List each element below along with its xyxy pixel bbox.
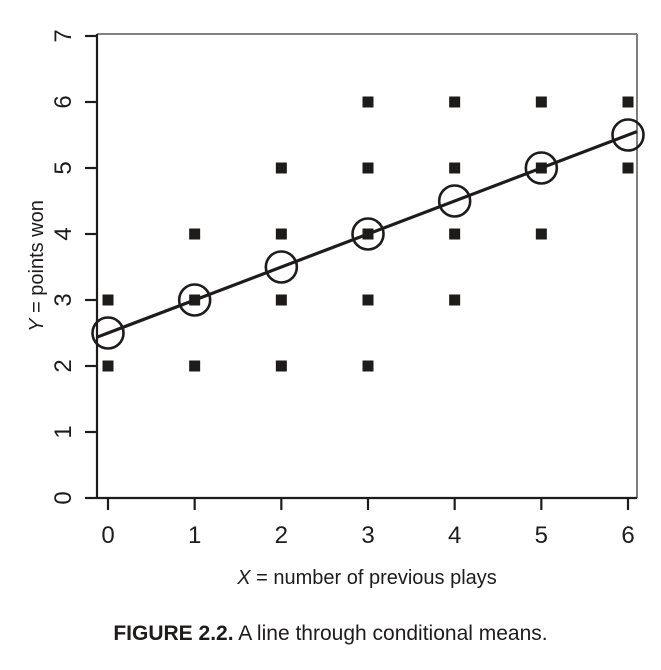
data-point-square — [622, 162, 634, 174]
data-point-square — [275, 294, 287, 306]
data-point-square — [535, 96, 547, 108]
y-tick-label: 6 — [50, 95, 77, 108]
y-tick-label: 3 — [50, 293, 77, 306]
y-tick-label: 0 — [50, 491, 77, 504]
figure-caption-label: FIGURE 2.2. — [113, 622, 234, 645]
x-tick-label: 2 — [275, 522, 288, 549]
data-point-square — [535, 228, 547, 240]
data-point-square — [275, 360, 287, 372]
data-point-square — [275, 228, 287, 240]
data-point-square — [362, 294, 374, 306]
x-tick-label: 0 — [101, 522, 114, 549]
data-point-square — [362, 162, 374, 174]
figure-caption-text: A line through conditional means. — [238, 622, 548, 645]
conditional-mean-circle — [351, 217, 385, 251]
data-point-square — [362, 360, 374, 372]
data-point-square — [275, 162, 287, 174]
x-tick-label: 5 — [535, 522, 548, 549]
data-point-square — [622, 96, 634, 108]
y-axis-label: Y = points won — [26, 200, 48, 332]
data-point-square — [449, 294, 461, 306]
y-tick-label: 2 — [50, 359, 77, 372]
data-point-square — [449, 162, 461, 174]
figure-caption: FIGURE 2.2. A line through conditional m… — [0, 622, 661, 646]
conditional-mean-circle — [611, 118, 645, 152]
data-point-square — [362, 96, 374, 108]
conditional-mean-circle — [524, 151, 559, 185]
y-tick-label: 7 — [50, 29, 77, 42]
conditional-mean-circle — [177, 283, 212, 317]
y-tick-label: 1 — [50, 425, 77, 438]
data-point-square — [449, 228, 461, 240]
conditional-mean-circle — [91, 316, 125, 350]
scatter-plot: 0 1 2 3 4 5 6 0 1 2 3 4 5 6 7 X = number of previous pl… — [26, 29, 645, 589]
regression-line — [96, 130, 638, 339]
x-tick-label: 3 — [361, 522, 374, 549]
y-tick-label: 5 — [50, 161, 77, 174]
data-point-square — [102, 360, 114, 372]
x-axis-label: X = number of previous plays — [236, 567, 497, 589]
x-tick-label: 4 — [448, 522, 461, 549]
conditional-mean-circle — [437, 184, 472, 218]
conditional-mean-circle — [264, 250, 299, 284]
data-point-square — [449, 96, 461, 108]
y-tick-label: 4 — [50, 227, 77, 240]
x-tick-label: 1 — [188, 522, 201, 549]
x-tick-label: 6 — [621, 522, 634, 549]
data-point-square — [102, 294, 114, 306]
data-point-square — [189, 228, 201, 240]
data-point-square — [189, 360, 201, 372]
